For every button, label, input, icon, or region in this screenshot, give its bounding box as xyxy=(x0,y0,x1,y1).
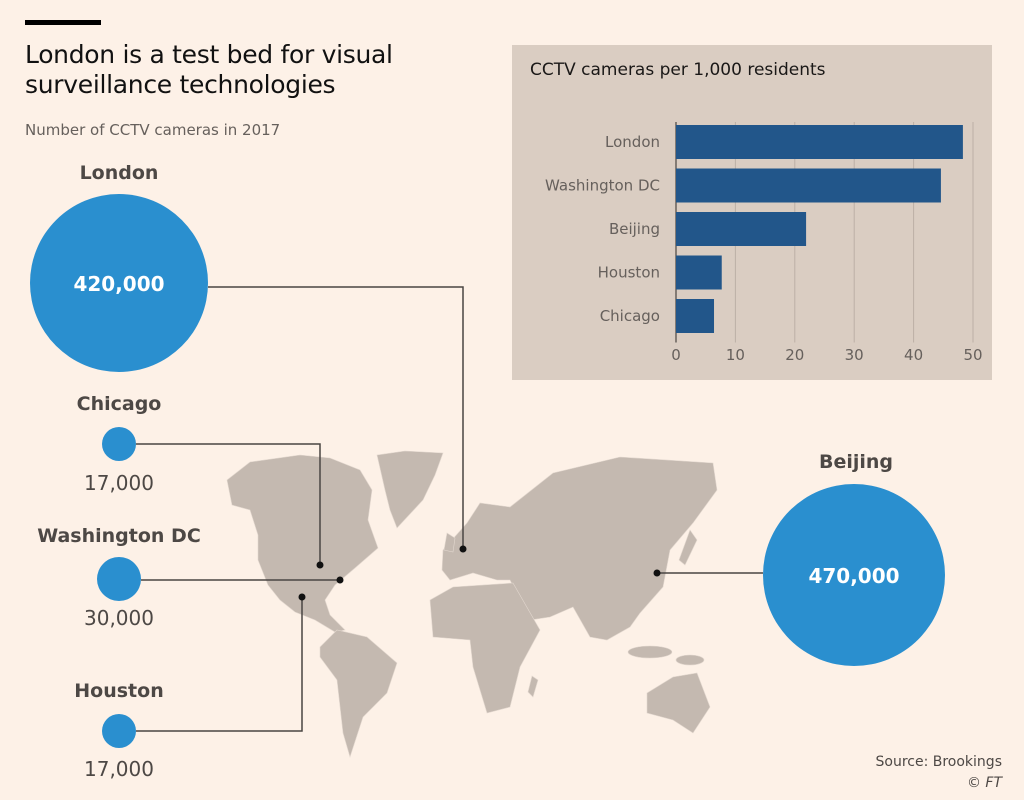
page-title: London is a test bed for visual surveill… xyxy=(25,40,393,99)
washington-label: Washington DC xyxy=(37,525,201,547)
south-america xyxy=(319,629,398,759)
category-label: London xyxy=(605,133,660,151)
north-america xyxy=(226,454,379,633)
beijing-bubble xyxy=(763,484,945,666)
papua xyxy=(675,654,705,666)
washington-value: 30,000 xyxy=(84,606,154,630)
beijing-label: Beijing xyxy=(818,451,894,473)
bubbles xyxy=(30,194,945,748)
beijing-dot xyxy=(653,569,661,577)
header-rule xyxy=(25,20,101,25)
london-label: London xyxy=(79,162,159,184)
chicago-connector xyxy=(136,443,321,565)
connectors xyxy=(136,286,763,732)
madagascar xyxy=(527,675,539,698)
chicago-bubble xyxy=(102,427,136,461)
london-dot xyxy=(459,545,467,553)
x-tick-label: 50 xyxy=(963,346,982,364)
chicago-dot xyxy=(316,561,324,569)
x-tick-label: 20 xyxy=(785,346,804,364)
london-bubble xyxy=(30,194,208,372)
houston-label: Houston xyxy=(74,680,164,702)
indonesia xyxy=(627,645,673,659)
chicago-value: 17,000 xyxy=(84,471,154,495)
bar-washington-dc xyxy=(676,168,941,203)
category-label: Washington DC xyxy=(545,177,660,195)
houston-connector xyxy=(136,598,303,732)
london-connector xyxy=(208,286,464,548)
chicago-label: Chicago xyxy=(76,393,162,415)
beijing-bubble-value: 470,000 xyxy=(808,564,899,588)
africa xyxy=(429,582,541,714)
city-dots xyxy=(298,545,661,601)
x-tick-label: 10 xyxy=(726,346,745,364)
uk xyxy=(443,532,456,553)
eurasia xyxy=(441,456,718,641)
houston-value: 17,000 xyxy=(84,757,154,781)
category-label: Beijing xyxy=(609,220,660,238)
bar-chart: CCTV cameras per 1,000 residents London W… xyxy=(530,60,983,364)
australia xyxy=(646,672,711,734)
x-tick-label: 0 xyxy=(671,346,681,364)
greenland xyxy=(376,450,444,529)
world-map xyxy=(226,450,718,759)
london-bubble-value: 420,000 xyxy=(73,272,164,296)
category-label: Houston xyxy=(598,264,660,282)
ft-credit: © FT xyxy=(966,775,1002,791)
washington-bubble xyxy=(97,557,141,601)
japan xyxy=(678,529,698,566)
x-tick-label: 30 xyxy=(845,346,864,364)
washington-dot xyxy=(336,576,344,584)
bar-london xyxy=(676,125,963,159)
bar-chicago xyxy=(676,299,715,333)
bar-chart-title: CCTV cameras per 1,000 residents xyxy=(530,60,826,80)
houston-bubble xyxy=(102,714,136,748)
houston-dot xyxy=(298,593,306,601)
bar-beijing xyxy=(676,212,807,246)
subtitle: Number of CCTV cameras in 2017 xyxy=(25,121,281,139)
x-tick-label: 40 xyxy=(904,346,923,364)
bar-houston xyxy=(676,255,722,290)
category-label: Chicago xyxy=(600,307,660,325)
source-text: Source: Brookings xyxy=(875,754,1003,770)
source-note: Source: Brookings © FT xyxy=(876,752,1003,794)
